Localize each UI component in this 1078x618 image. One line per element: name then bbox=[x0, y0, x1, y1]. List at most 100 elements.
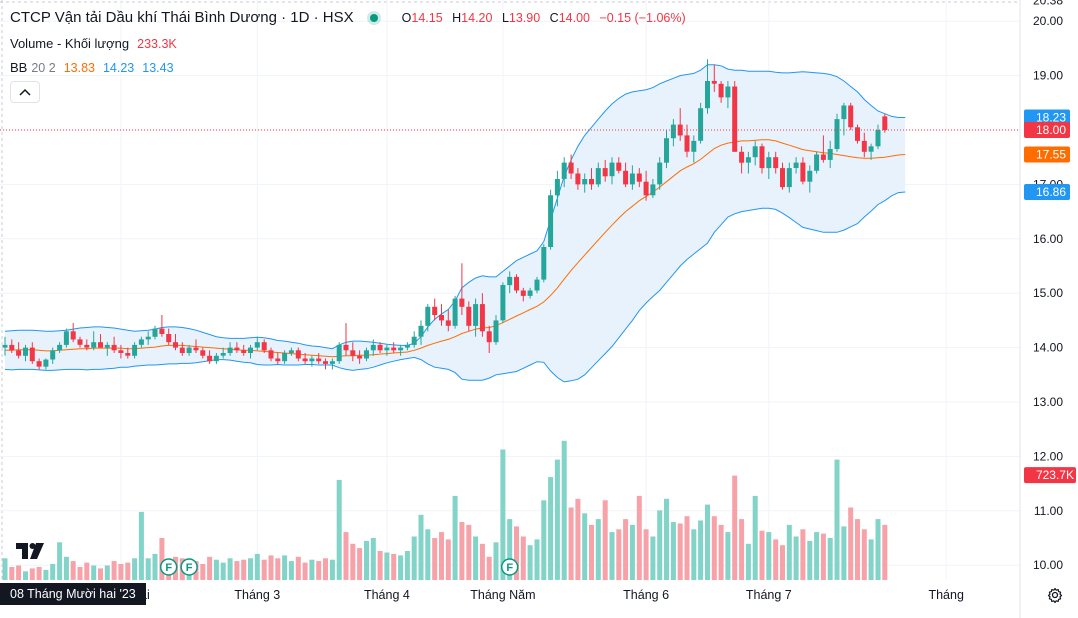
candle-body bbox=[691, 140, 697, 152]
bb-basis-value: 13.83 bbox=[63, 60, 95, 75]
low-value: 13.90 bbox=[508, 10, 541, 25]
candle-body bbox=[57, 344, 63, 351]
volume-bar bbox=[575, 498, 581, 580]
candle-body bbox=[200, 350, 206, 356]
candle-body bbox=[616, 162, 622, 171]
volume-bar bbox=[248, 558, 253, 581]
open-value: 14.15 bbox=[411, 10, 443, 25]
volume-bar bbox=[98, 568, 103, 580]
candle-body bbox=[745, 157, 751, 163]
candle-body bbox=[452, 298, 458, 326]
volume-bar bbox=[466, 524, 472, 580]
candle-body bbox=[398, 347, 404, 351]
volume-bar bbox=[766, 532, 772, 580]
volume-bar bbox=[404, 551, 410, 580]
close-value: 14.00 bbox=[558, 10, 590, 25]
event-marker[interactable]: F bbox=[180, 558, 198, 576]
volume-bar bbox=[705, 504, 710, 580]
candle-body bbox=[84, 344, 90, 348]
volume-bar bbox=[91, 565, 97, 580]
candle-body bbox=[118, 350, 124, 353]
candle-body bbox=[384, 347, 390, 351]
candle-body bbox=[814, 154, 820, 171]
price-label-bb-basis: 17.55 bbox=[1024, 146, 1070, 163]
candle-body bbox=[820, 154, 826, 160]
volume-bar bbox=[234, 561, 240, 580]
candle-body bbox=[282, 353, 288, 362]
time-tick-label: Tháng bbox=[928, 588, 963, 602]
candle-body bbox=[725, 86, 731, 98]
event-marker-circle bbox=[159, 558, 178, 576]
volume-bar bbox=[800, 529, 806, 581]
high-label: H bbox=[452, 10, 462, 25]
volume-bar bbox=[834, 459, 840, 580]
candle-body bbox=[173, 342, 178, 348]
ohlc-values: O14.15 H14.20 L13.90 C14.00 −0.15 (−1.06… bbox=[396, 11, 686, 25]
bb-fill bbox=[5, 64, 906, 382]
candle-body bbox=[670, 124, 676, 139]
candle-body bbox=[548, 195, 554, 247]
candle-body bbox=[36, 361, 42, 367]
volume-bar bbox=[309, 559, 315, 580]
chart-legend-title: CTCP Vận tải Dầu khí Thái Bình Dương · 1… bbox=[10, 9, 686, 26]
volume-bar bbox=[350, 543, 356, 581]
candle-body bbox=[848, 105, 854, 128]
bb-legend[interactable]: BB 20 2 13.83 14.23 13.43 bbox=[10, 60, 174, 75]
volume-bar bbox=[718, 524, 724, 580]
volume-bar bbox=[609, 532, 615, 580]
candle-body bbox=[623, 170, 629, 185]
bb-lower-value: 13.43 bbox=[142, 60, 174, 75]
event-marker[interactable]: F bbox=[500, 558, 519, 576]
candle-body bbox=[275, 358, 281, 362]
volume-bar bbox=[9, 567, 15, 580]
volume-legend[interactable]: Volume - Khối lượng 233.3K bbox=[10, 36, 177, 51]
high-value: 14.20 bbox=[461, 10, 493, 25]
volume-bar bbox=[698, 520, 704, 580]
crosshair-date-label: 08 Tháng Mười hai '23 bbox=[0, 583, 146, 605]
volume-value: 233.3K bbox=[137, 36, 177, 51]
volume-bar bbox=[36, 567, 42, 580]
volume-bar bbox=[807, 540, 813, 580]
candle-body bbox=[868, 146, 874, 152]
candle-body bbox=[664, 138, 669, 163]
time-tick-label: Tháng 6 bbox=[623, 588, 669, 602]
volume-bar bbox=[445, 539, 451, 580]
candle-body bbox=[213, 355, 219, 362]
time-tick-label: Tháng 3 bbox=[234, 588, 280, 602]
volume-bar bbox=[848, 507, 854, 580]
candle-body bbox=[650, 184, 656, 196]
price-label-box bbox=[1024, 122, 1070, 138]
tradingview-logo[interactable] bbox=[14, 540, 48, 562]
volume-bar bbox=[43, 569, 49, 580]
tradingview-logo-icon bbox=[16, 543, 44, 559]
volume-bar bbox=[29, 568, 35, 580]
volume-bar bbox=[384, 552, 390, 580]
price-tick-label: 11.00 bbox=[1034, 504, 1063, 518]
candle-body bbox=[261, 342, 267, 351]
candle-body bbox=[23, 347, 28, 356]
volume-bar bbox=[432, 538, 438, 580]
volume-bars bbox=[2, 440, 888, 581]
candle-body bbox=[486, 331, 492, 343]
volume-bar bbox=[657, 510, 663, 580]
volume-bar bbox=[875, 519, 881, 580]
symbol-title[interactable]: CTCP Vận tải Dầu khí Thái Bình Dương · 1… bbox=[10, 9, 354, 26]
volume-bar bbox=[254, 553, 260, 580]
candle-body bbox=[295, 350, 301, 359]
price-axis[interactable]: 20.0019.0018.0017.0016.0015.0014.0013.00… bbox=[1033, 0, 1063, 572]
candle-body bbox=[766, 157, 772, 169]
price-tick-label: 13.00 bbox=[1033, 395, 1063, 409]
volume-bar bbox=[759, 530, 765, 580]
collapse-legend-button[interactable] bbox=[10, 81, 40, 103]
chart-settings-button[interactable] bbox=[1045, 585, 1065, 605]
time-tick-label: Tháng Năm bbox=[470, 588, 535, 602]
volume-bar bbox=[670, 522, 676, 580]
volume-bar bbox=[629, 524, 635, 580]
event-marker[interactable]: F bbox=[159, 558, 178, 576]
volume-bar bbox=[623, 519, 629, 580]
volume-bar bbox=[752, 495, 758, 580]
price-tick-label: 14.00 bbox=[1033, 341, 1063, 355]
